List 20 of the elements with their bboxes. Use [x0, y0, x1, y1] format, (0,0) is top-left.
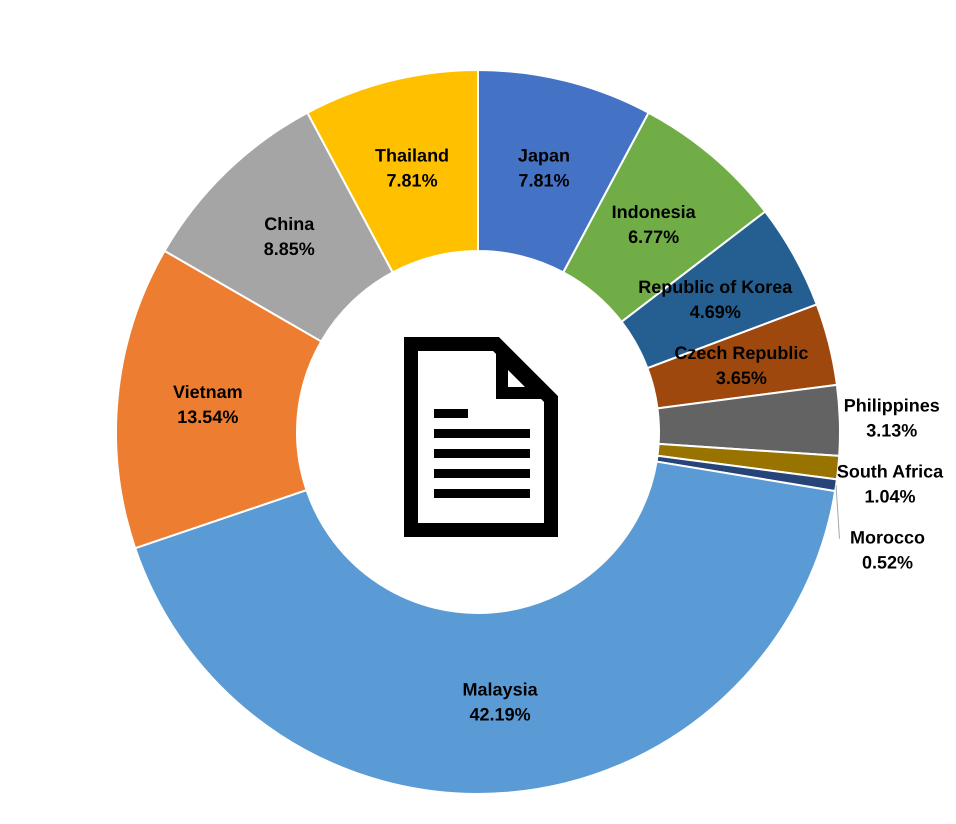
slice-label: Thailand [375, 146, 450, 166]
data-label: 42.19% [470, 704, 531, 725]
slice-label: Philippines [844, 396, 940, 416]
data-label: 13.54% [177, 407, 238, 428]
data-label: 0.52% [862, 552, 914, 573]
data-label: 4.69% [690, 302, 741, 322]
slice-label: China [264, 214, 316, 234]
slice-label: Morocco [850, 528, 926, 548]
data-label: 8.85% [264, 238, 315, 259]
slice-label: Indonesia [612, 202, 697, 222]
data-label: 7.81% [386, 170, 438, 191]
slice-label: Malaysia [462, 680, 539, 700]
data-label: 3.13% [866, 420, 918, 441]
data-label: 7.81% [518, 170, 570, 191]
data-label: 3.65% [716, 368, 767, 388]
slice-label: Vietnam [172, 382, 243, 402]
data-label: 1.04% [864, 486, 916, 507]
slice-label: Japan [518, 146, 570, 166]
slice-label: South Africa [836, 462, 944, 482]
data-label: 6.77% [628, 226, 680, 247]
